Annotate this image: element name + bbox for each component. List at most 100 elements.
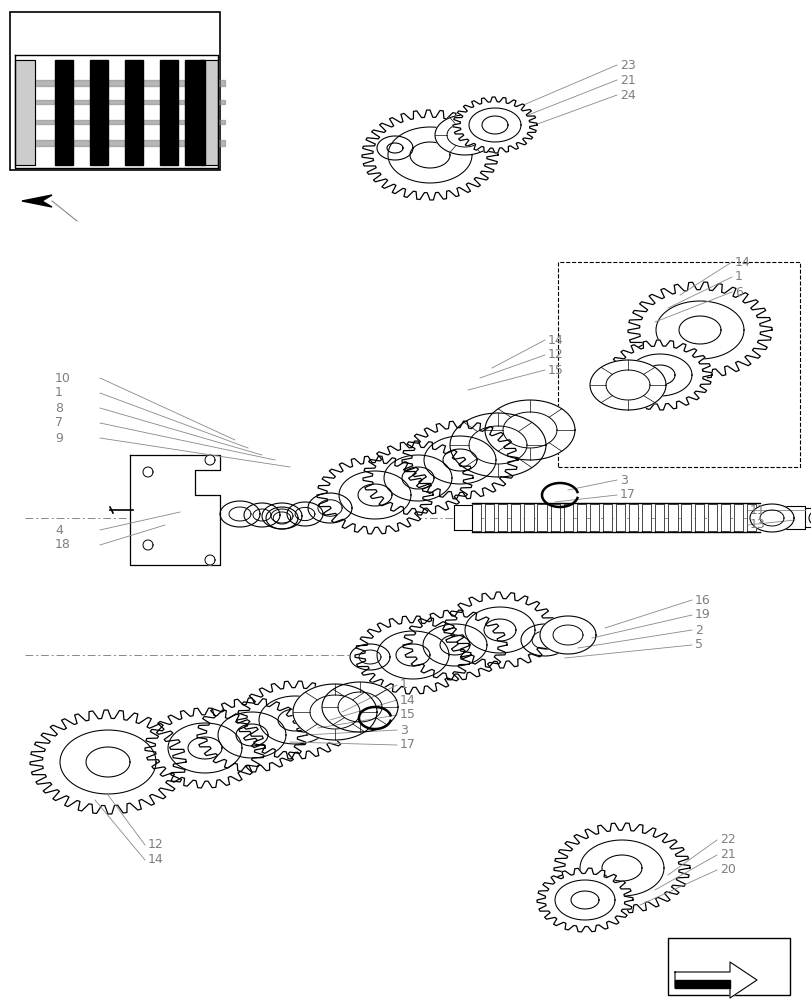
Polygon shape (749, 504, 793, 532)
Polygon shape (20, 120, 225, 124)
Polygon shape (453, 97, 536, 153)
Polygon shape (553, 823, 689, 913)
Polygon shape (350, 644, 389, 670)
Polygon shape (536, 868, 633, 932)
Text: 18: 18 (55, 538, 71, 552)
Polygon shape (55, 60, 73, 165)
Polygon shape (220, 501, 260, 527)
Polygon shape (720, 504, 729, 531)
Polygon shape (185, 60, 204, 165)
Bar (10, 12, 220, 170)
Polygon shape (130, 455, 220, 565)
Polygon shape (642, 504, 650, 531)
Text: 20: 20 (719, 863, 735, 876)
Polygon shape (484, 504, 494, 531)
Polygon shape (160, 60, 178, 165)
Polygon shape (693, 504, 703, 531)
Polygon shape (537, 504, 546, 531)
Polygon shape (322, 682, 397, 732)
Polygon shape (511, 504, 520, 531)
Text: 22: 22 (719, 833, 735, 846)
Polygon shape (576, 504, 586, 531)
Polygon shape (363, 441, 473, 515)
Polygon shape (449, 413, 545, 477)
Polygon shape (204, 455, 215, 465)
Polygon shape (316, 456, 432, 534)
Text: 7: 7 (55, 416, 63, 430)
Polygon shape (262, 503, 302, 529)
Polygon shape (607, 340, 711, 410)
Polygon shape (307, 493, 351, 523)
Text: 21: 21 (719, 848, 735, 861)
Polygon shape (616, 504, 624, 531)
Text: 14: 14 (547, 334, 563, 347)
Text: 14: 14 (400, 694, 415, 706)
Text: 8: 8 (55, 401, 63, 414)
Polygon shape (354, 616, 470, 694)
Text: 1: 1 (400, 678, 407, 692)
Polygon shape (453, 505, 471, 530)
Text: 24: 24 (620, 89, 635, 102)
Text: 17: 17 (400, 738, 415, 752)
Polygon shape (706, 504, 716, 531)
Polygon shape (20, 100, 225, 104)
Polygon shape (746, 504, 755, 531)
Text: 12: 12 (547, 349, 563, 361)
Text: 19: 19 (694, 608, 710, 621)
Polygon shape (667, 504, 676, 531)
Text: 4: 4 (55, 524, 62, 536)
Text: 3: 3 (400, 723, 407, 736)
Polygon shape (674, 962, 756, 998)
Polygon shape (629, 504, 637, 531)
Text: 12: 12 (148, 838, 164, 851)
Polygon shape (674, 980, 729, 988)
Polygon shape (444, 592, 556, 668)
Polygon shape (15, 60, 35, 165)
Text: 5: 5 (694, 638, 702, 652)
Polygon shape (602, 504, 611, 531)
Polygon shape (143, 540, 152, 550)
Polygon shape (402, 610, 506, 680)
Polygon shape (362, 110, 497, 200)
Polygon shape (204, 555, 215, 565)
Polygon shape (376, 136, 413, 160)
Text: 16: 16 (694, 593, 710, 606)
Text: 3: 3 (620, 474, 627, 487)
Polygon shape (401, 421, 517, 499)
Polygon shape (524, 504, 533, 531)
Polygon shape (200, 60, 217, 165)
Text: 11: 11 (749, 504, 765, 516)
Text: 23: 23 (620, 59, 635, 72)
Polygon shape (808, 509, 811, 527)
Text: 1: 1 (55, 386, 62, 399)
Text: 13: 13 (749, 518, 765, 532)
Polygon shape (20, 140, 225, 146)
Bar (557, 262, 799, 467)
Polygon shape (143, 467, 152, 477)
Polygon shape (498, 504, 507, 531)
Text: 15: 15 (400, 708, 415, 721)
Polygon shape (20, 80, 225, 86)
Polygon shape (293, 684, 376, 740)
Polygon shape (286, 502, 323, 526)
Polygon shape (563, 504, 572, 531)
Polygon shape (759, 506, 804, 529)
Polygon shape (589, 504, 599, 531)
Text: 17: 17 (620, 488, 635, 502)
Polygon shape (471, 504, 481, 531)
Polygon shape (733, 504, 742, 531)
Polygon shape (680, 504, 690, 531)
Polygon shape (237, 681, 353, 759)
Polygon shape (197, 698, 307, 772)
Polygon shape (654, 504, 663, 531)
Polygon shape (145, 708, 264, 788)
Text: 1: 1 (734, 270, 742, 284)
Polygon shape (484, 400, 574, 460)
Text: 6: 6 (734, 286, 742, 298)
Polygon shape (435, 115, 495, 155)
Polygon shape (550, 504, 559, 531)
Polygon shape (22, 195, 52, 207)
Text: 10: 10 (55, 371, 71, 384)
Text: 14: 14 (734, 255, 750, 268)
Text: 15: 15 (547, 363, 563, 376)
